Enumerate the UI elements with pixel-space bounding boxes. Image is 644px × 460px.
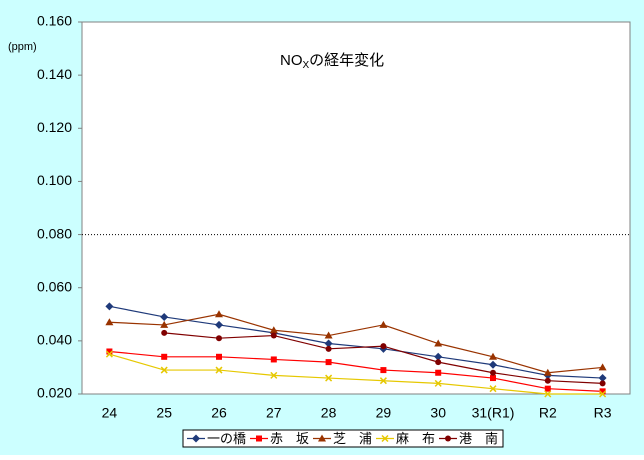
marker xyxy=(106,348,113,355)
marker xyxy=(215,310,223,318)
marker xyxy=(216,353,222,360)
x-tick-label: 24 xyxy=(102,405,118,421)
series-line xyxy=(109,350,603,392)
legend-label: 港 南 xyxy=(459,431,498,446)
marker xyxy=(598,363,607,371)
marker xyxy=(270,356,277,363)
legend-label: 芝 浦 xyxy=(333,431,372,446)
marker xyxy=(599,388,606,395)
marker xyxy=(434,379,442,387)
x-tick-label: 26 xyxy=(211,405,227,421)
marker xyxy=(192,434,200,443)
marker xyxy=(325,374,333,382)
marker xyxy=(543,368,552,376)
marker xyxy=(318,434,326,442)
marker xyxy=(161,353,168,360)
marker xyxy=(544,390,552,398)
marker xyxy=(105,350,113,358)
chart-title: NOXの経年変化 xyxy=(280,52,384,71)
x-tick-label: 30 xyxy=(430,405,446,421)
y-tick-label: 0.140 xyxy=(37,66,72,82)
marker xyxy=(160,366,168,374)
legend-label: 麻 布 xyxy=(396,431,435,446)
marker xyxy=(379,377,387,385)
marker xyxy=(324,339,333,348)
marker xyxy=(325,345,332,352)
x-tick-label: 28 xyxy=(321,405,337,421)
marker xyxy=(325,359,332,366)
marker xyxy=(435,369,442,376)
marker xyxy=(215,366,223,374)
marker xyxy=(489,352,497,360)
marker xyxy=(379,320,388,328)
marker xyxy=(105,302,114,311)
marker xyxy=(216,335,222,342)
marker xyxy=(256,435,262,442)
marker xyxy=(490,369,496,376)
marker xyxy=(270,332,277,339)
marker xyxy=(105,318,114,326)
x-tick-label: 31(R1) xyxy=(472,405,515,421)
y-unit: (ppm) xyxy=(8,41,37,53)
marker xyxy=(434,339,443,347)
x-tick-label: 25 xyxy=(156,405,172,421)
y-tick-label: 0.160 xyxy=(37,13,72,29)
legend-label: 一の橋 xyxy=(207,431,246,446)
series-line xyxy=(109,305,603,379)
marker xyxy=(160,312,169,321)
title-sub: X xyxy=(303,60,310,71)
marker xyxy=(160,320,169,328)
marker xyxy=(269,326,278,334)
marker xyxy=(490,375,496,382)
series-line xyxy=(109,353,603,395)
marker xyxy=(380,367,387,374)
marker xyxy=(380,343,387,350)
marker xyxy=(161,329,168,336)
marker xyxy=(324,331,333,339)
y-tick-label: 0.040 xyxy=(37,332,72,348)
y-tick-label: 0.020 xyxy=(37,385,72,401)
marker xyxy=(598,374,607,383)
marker xyxy=(489,360,497,369)
y-tick-label: 0.060 xyxy=(37,278,72,294)
marker xyxy=(599,390,607,398)
x-tick-label: R3 xyxy=(594,405,612,421)
series-line xyxy=(109,313,603,374)
x-tick-label: R2 xyxy=(539,405,557,421)
x-tick-label: 29 xyxy=(376,405,392,421)
x-tick-label: 27 xyxy=(266,405,282,421)
plot-area xyxy=(81,21,631,395)
title-part: NO xyxy=(280,52,303,69)
title-part: の経年変化 xyxy=(309,52,384,69)
legend-box xyxy=(182,429,504,448)
y-tick-label: 0.080 xyxy=(37,225,72,241)
marker xyxy=(489,385,497,393)
marker xyxy=(270,371,278,379)
y-tick-label: 0.120 xyxy=(37,119,72,135)
legend-label: 赤 坂 xyxy=(270,431,309,446)
y-tick-label: 0.100 xyxy=(37,172,72,188)
marker xyxy=(381,434,389,443)
marker xyxy=(544,385,551,392)
marker xyxy=(599,380,606,387)
marker xyxy=(445,435,451,442)
marker xyxy=(544,377,551,384)
marker xyxy=(435,359,442,366)
marker xyxy=(215,320,223,329)
marker xyxy=(434,352,443,361)
